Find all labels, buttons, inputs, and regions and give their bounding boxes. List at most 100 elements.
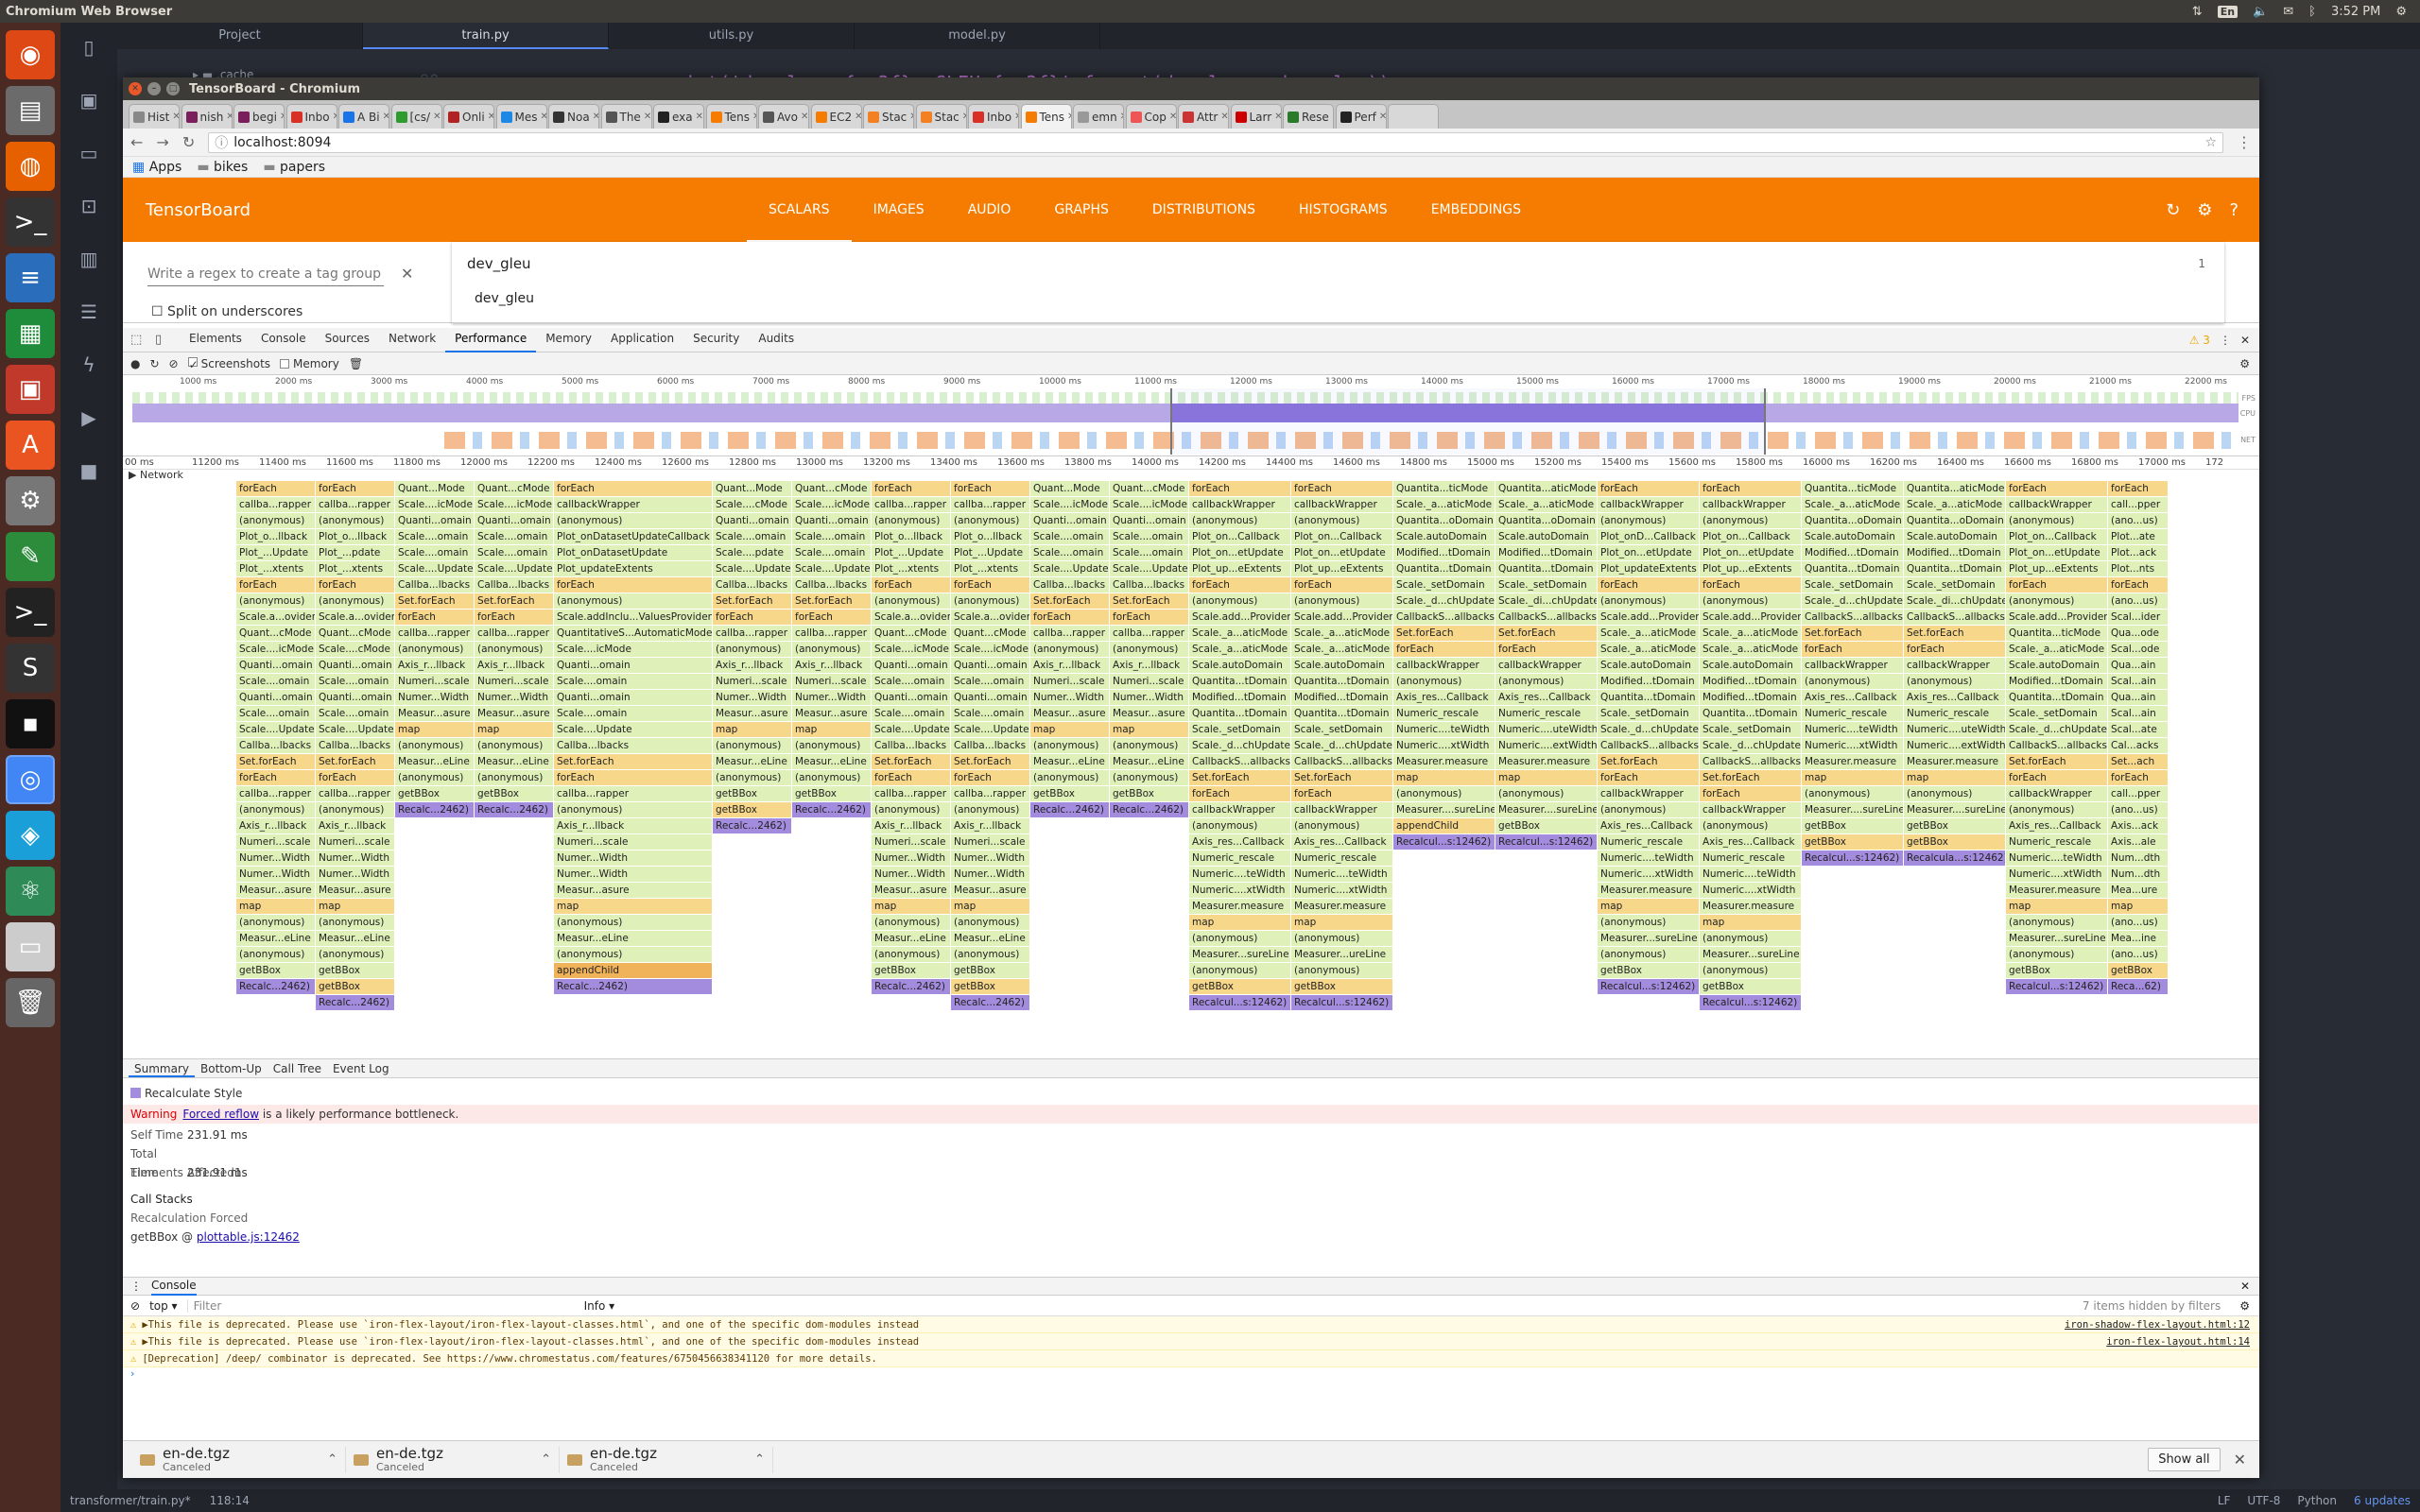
flame-entry[interactable]: (anonymous) bbox=[316, 513, 395, 529]
flame-entry[interactable]: Axis...ack bbox=[2108, 818, 2169, 834]
flame-entry[interactable]: Plot_...xtents bbox=[316, 561, 395, 577]
flame-entry[interactable]: Plot_on...Callback bbox=[2006, 529, 2108, 545]
flame-entry[interactable]: Numer...Width bbox=[951, 850, 1030, 867]
flame-entry[interactable]: Set.forEach bbox=[1700, 770, 1802, 786]
flame-entry[interactable]: Plot_...xtents bbox=[872, 561, 951, 577]
flame-entry[interactable]: Measurer.measure bbox=[1291, 899, 1393, 915]
flame-entry[interactable]: Measurer....sureLine bbox=[1393, 802, 1495, 818]
flame-entry[interactable]: (anonymous) bbox=[1291, 818, 1393, 834]
close-tab-icon[interactable]: ✕ bbox=[1014, 112, 1018, 122]
flame-entry[interactable]: getBBox bbox=[1802, 834, 1904, 850]
console-drawer-tab[interactable]: Console bbox=[151, 1278, 197, 1296]
software-icon[interactable]: A bbox=[6, 421, 55, 470]
flame-entry[interactable]: forEach bbox=[554, 481, 713, 497]
flame-entry[interactable]: Quant...cMode bbox=[1110, 481, 1189, 497]
flame-entry[interactable]: Scale....pdate bbox=[713, 545, 792, 561]
flame-entry[interactable]: forEach bbox=[1598, 481, 1700, 497]
flame-entry[interactable]: Plot_on...etUpdate bbox=[1598, 545, 1700, 561]
status-encoding[interactable]: UTF-8 bbox=[2247, 1494, 2281, 1507]
flame-entry[interactable]: Quantita...tDomain bbox=[1598, 690, 1700, 706]
devtools-tab-security[interactable]: Security bbox=[693, 332, 740, 345]
flame-entry[interactable]: Callba...lbacks bbox=[395, 577, 475, 593]
mail-icon[interactable]: ✉ bbox=[2283, 4, 2294, 19]
flame-entry[interactable]: (anonymous) bbox=[713, 642, 792, 658]
flame-entry[interactable]: map bbox=[395, 722, 475, 738]
browser-tab[interactable]: Perf ✕ bbox=[1335, 104, 1387, 129]
flame-entry[interactable]: Numeric....xtWidth bbox=[1189, 883, 1291, 899]
flame-entry[interactable]: getBBox bbox=[1598, 963, 1700, 979]
flame-entry[interactable]: Scale._a...aticMode bbox=[1700, 626, 1802, 642]
flame-entry[interactable]: Quanti...omain bbox=[554, 658, 713, 674]
tab-project[interactable]: Project bbox=[117, 23, 363, 49]
flame-entry[interactable]: Numeri...scale bbox=[1030, 674, 1110, 690]
browser-tab[interactable]: Larr✕ bbox=[1230, 104, 1282, 129]
flame-entry[interactable]: callba...rapper bbox=[316, 497, 395, 513]
flame-entry[interactable]: callbackWrapper bbox=[1904, 658, 2006, 674]
flame-entry[interactable]: (anonymous) bbox=[1904, 674, 2006, 690]
flame-entry[interactable]: (anonymous) bbox=[236, 802, 316, 818]
flame-entry[interactable]: Set.forEach bbox=[951, 754, 1030, 770]
flame-entry[interactable]: getBBox bbox=[951, 979, 1030, 995]
flame-entry[interactable]: forEach bbox=[1495, 642, 1598, 658]
flame-entry[interactable]: Plot_on...Callback bbox=[1700, 529, 1802, 545]
maximize-window-icon[interactable]: □ bbox=[166, 82, 180, 95]
tab-utils-py[interactable]: utils.py bbox=[609, 23, 855, 49]
flame-entry[interactable]: Quanti...omain bbox=[1110, 513, 1189, 529]
console-settings-icon[interactable]: ⚙ bbox=[2239, 1298, 2250, 1313]
log-level-select[interactable]: Info ▾ bbox=[583, 1298, 615, 1313]
flame-entry[interactable]: Numer...Width bbox=[316, 850, 395, 867]
flame-entry[interactable]: Numer...Width bbox=[713, 690, 792, 706]
flame-entry[interactable]: CallbackS...allbacks bbox=[1598, 738, 1700, 754]
flame-entry[interactable]: Set...ach bbox=[2108, 754, 2169, 770]
close-tab-icon[interactable]: ✕ bbox=[1378, 112, 1387, 122]
details-tab-call-tree[interactable]: Call Tree bbox=[272, 1062, 321, 1075]
flame-entry[interactable]: map bbox=[792, 722, 872, 738]
flame-entry[interactable]: Scale._a...aticMode bbox=[1291, 626, 1393, 642]
flame-entry[interactable]: Scale....Update bbox=[713, 561, 792, 577]
help-icon[interactable]: ? bbox=[2229, 199, 2238, 220]
flame-entry[interactable]: Plot_...xtents bbox=[951, 561, 1030, 577]
close-tab-icon[interactable]: ✕ bbox=[909, 112, 913, 122]
tab-train-py[interactable]: train.py bbox=[363, 23, 609, 49]
flame-entry[interactable]: forEach bbox=[951, 770, 1030, 786]
flame-entry[interactable]: Recalcul...s:12462) bbox=[1291, 995, 1393, 1011]
flame-entry[interactable]: (anonymous) bbox=[316, 802, 395, 818]
flame-entry[interactable]: forEach bbox=[2006, 770, 2108, 786]
flame-entry[interactable]: forEach bbox=[872, 481, 951, 497]
flame-entry[interactable]: Set.forEach bbox=[792, 593, 872, 610]
flame-entry[interactable]: Measurer.measure bbox=[2006, 883, 2108, 899]
flame-entry[interactable]: Measurer...ureLine bbox=[1291, 947, 1393, 963]
flame-entry[interactable]: (anonymous) bbox=[1700, 963, 1802, 979]
browser-tab[interactable]: Cop ✕ bbox=[1125, 104, 1177, 129]
flame-entry[interactable]: Axis_r...llback bbox=[475, 658, 554, 674]
close-tab-icon[interactable]: ✕ bbox=[383, 112, 389, 122]
browser-tab[interactable]: Inbo✕ bbox=[968, 104, 1019, 129]
flame-entry[interactable]: Recalc...2462) bbox=[1110, 802, 1189, 818]
flame-entry[interactable]: forEach bbox=[1598, 770, 1700, 786]
flame-entry[interactable]: Scale.autoDomain bbox=[1802, 529, 1904, 545]
flame-entry[interactable]: Quanti...omain bbox=[872, 658, 951, 674]
flame-entry[interactable]: Quantita...tDomain bbox=[1291, 706, 1393, 722]
close-tab-icon[interactable]: ✕ bbox=[800, 112, 809, 122]
flame-entry[interactable]: Scale....icMode bbox=[395, 497, 475, 513]
flame-entry[interactable]: Scale....omain bbox=[475, 529, 554, 545]
page-info-icon[interactable]: ⓘ bbox=[215, 135, 229, 151]
flame-entry[interactable]: Numeri...scale bbox=[395, 674, 475, 690]
flame-entry[interactable]: Scale.autoDomain bbox=[1393, 529, 1495, 545]
status-line-ending[interactable]: LF bbox=[2217, 1494, 2231, 1507]
browser-tab[interactable]: nish✕ bbox=[181, 104, 233, 129]
flame-entry[interactable]: Axis_res...Callback bbox=[1700, 834, 1802, 850]
flame-entry[interactable]: Measur...asure bbox=[554, 883, 713, 899]
tb-tab-histograms[interactable]: HISTOGRAMS bbox=[1299, 202, 1388, 217]
flame-entry[interactable]: Recalc...2462) bbox=[316, 995, 395, 1011]
flame-entry[interactable]: Scale....Update bbox=[1110, 561, 1189, 577]
tb-tab-images[interactable]: IMAGES bbox=[873, 202, 925, 217]
flame-entry[interactable]: (anonymous) bbox=[1598, 802, 1700, 818]
flame-entry[interactable]: Recalc...2462) bbox=[236, 979, 316, 995]
flame-entry[interactable]: Quantita...ticMode bbox=[2006, 626, 2108, 642]
flame-entry[interactable]: (anonymous) bbox=[1495, 786, 1598, 802]
flame-entry[interactable]: Set.forEach bbox=[872, 754, 951, 770]
flame-entry[interactable]: Scale._di...chUpdate bbox=[1495, 593, 1598, 610]
browser-tab[interactable]: Onli✕ bbox=[443, 104, 494, 129]
inspect-element-icon[interactable]: ⬚ bbox=[130, 333, 143, 347]
